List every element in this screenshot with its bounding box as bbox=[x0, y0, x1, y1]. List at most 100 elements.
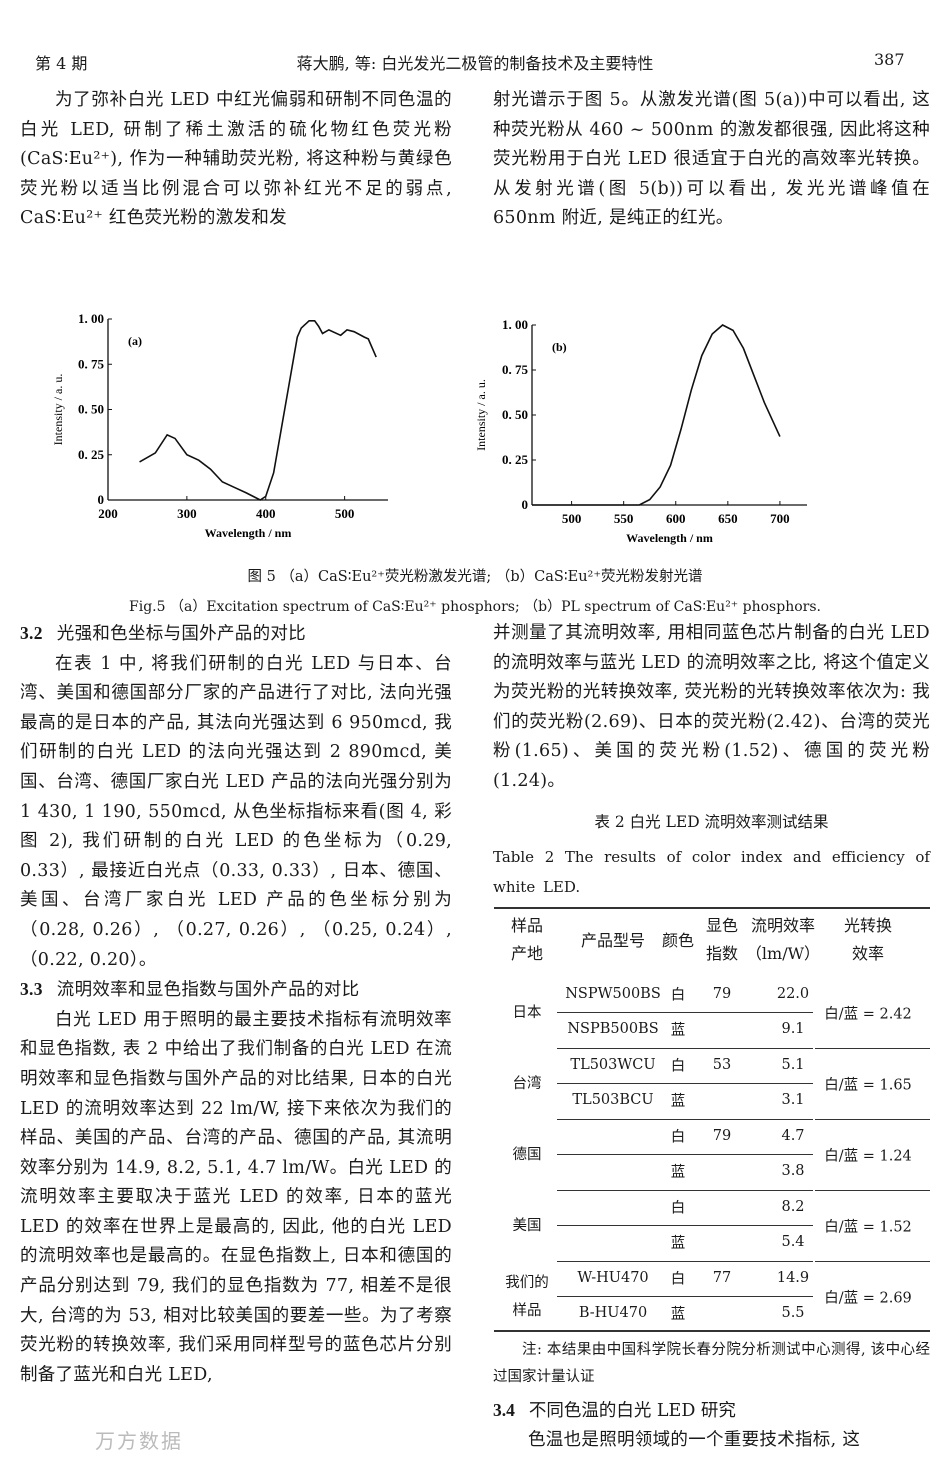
table-cell: 蓝 bbox=[670, 1235, 686, 1252]
table-caption-en: Table 2 The results of color index and e… bbox=[493, 848, 930, 896]
table-row-divider bbox=[557, 1012, 813, 1013]
x-tick-label: 600 bbox=[666, 511, 686, 526]
table-cell: 白 bbox=[670, 1058, 686, 1075]
table-cell: TL503WCU bbox=[570, 1057, 656, 1073]
chart-excitation-spectrum: 200 300 400 500 0 0. 25 0. 50 0. 75 1. 00 Wavelen… bbox=[51, 311, 388, 540]
section-3-2-heading: 3.2 光强和色坐标与国外产品的对比 bbox=[20, 623, 306, 644]
x-tick-label: 300 bbox=[177, 506, 197, 521]
section-3-4-heading: 3.4 不同色温的白光 LED 研究 bbox=[493, 1400, 736, 1421]
table-note: 注: 本结果由中国科学院长春分院分析测试中心测得, 该中心经过国家计量认证 bbox=[493, 1342, 930, 1385]
table-cell: 14.9 bbox=[776, 1270, 810, 1286]
y-tick-label: 0. 75 bbox=[502, 362, 529, 377]
table-group-divider bbox=[557, 1261, 813, 1262]
y-tick-label: 1. 00 bbox=[502, 317, 528, 332]
section-3-3-continued: 并测量了其流明效率, 用相同蓝色芯片制备的白光 LED 的流明效率与蓝光 LED… bbox=[493, 623, 930, 791]
y-tick-label: 0. 50 bbox=[502, 407, 528, 422]
spectrum-line bbox=[139, 320, 377, 501]
table-origin-cell: 台湾 bbox=[512, 1075, 542, 1092]
table-cell: 蓝 bbox=[670, 1164, 686, 1181]
table-origin-cell: 德国 bbox=[512, 1146, 542, 1163]
table-group-divider bbox=[815, 1190, 930, 1191]
panel-label: (a) bbox=[128, 334, 142, 348]
top-right-paragraph: 射光谱示于图 5。从激发光谱(图 5(a))中可以看出, 这种荧光粉从 460 … bbox=[493, 90, 930, 229]
y-tick-label: 1. 00 bbox=[78, 311, 104, 326]
table-origin-cell: 日本 bbox=[512, 1004, 542, 1021]
table-cell: 3.1 bbox=[781, 1092, 805, 1108]
table-row-divider bbox=[557, 1083, 813, 1084]
section-3-2-text: 在表 1 中, 将我们研制的白光 LED 与日本、台湾、美国和德国部分厂家的产品… bbox=[20, 653, 452, 970]
table-cell: 53 bbox=[712, 1057, 732, 1073]
spectrum-line bbox=[532, 324, 781, 506]
y-tick-label: 0 bbox=[522, 497, 529, 512]
figure-caption-cn: 图 5 （a）CaS∶Eu²⁺荧光粉激发光谱; （b）CaS∶Eu²⁺荧光粉发射… bbox=[247, 569, 703, 585]
x-tick-label: 400 bbox=[256, 506, 276, 521]
table-origin-cell: 我们的 样品 bbox=[505, 1274, 549, 1319]
table-group-divider bbox=[815, 1048, 930, 1049]
table-cell: 8.2 bbox=[781, 1199, 805, 1215]
table-cell: 蓝 bbox=[670, 1093, 686, 1110]
table-cell: 白 bbox=[670, 1129, 686, 1146]
issue-number: 第 4 期 bbox=[35, 54, 88, 73]
y-tick-label: 0. 25 bbox=[78, 447, 105, 462]
table-conversion-cell: 白/蓝 = 1.65 bbox=[824, 1077, 912, 1093]
table-header-cell: 样品 产地 bbox=[510, 916, 544, 963]
y-tick-label: 0 bbox=[98, 492, 105, 507]
table-cell: NSPW500BS bbox=[565, 986, 661, 1002]
table-cell: 5.1 bbox=[781, 1057, 805, 1073]
table-header-cell: 光转换 效率 bbox=[843, 916, 893, 963]
left-column: 3.2 光强和色坐标与国外产品的对比 在表 1 中, 将我们研制的白光 LED 与… bbox=[20, 619, 452, 1390]
table-cell: 79 bbox=[712, 986, 732, 1002]
table-group-divider bbox=[557, 1048, 813, 1049]
figure-caption-en: Fig.5 （a）Excitation spectrum of CaS∶Eu²⁺… bbox=[129, 599, 821, 615]
table-header-cell: 颜色 bbox=[661, 931, 695, 950]
section-3-3-heading: 3.3 流明效率和显色指数与国外产品的对比 bbox=[20, 979, 360, 1001]
table-cell: 白 bbox=[670, 1271, 686, 1288]
table-cell: 3.8 bbox=[781, 1163, 805, 1179]
table-header-cell: 产品型号 bbox=[580, 931, 646, 950]
watermark: 万方数据 bbox=[95, 1429, 183, 1453]
table-cell: 77 bbox=[712, 1270, 732, 1286]
table-conversion-cell: 白/蓝 = 1.24 bbox=[824, 1148, 912, 1164]
table-group-divider bbox=[815, 1261, 930, 1262]
running-title: 蒋大鹏, 等: 白光发光二极管的制备技术及主要特性 bbox=[296, 54, 654, 73]
y-tick-label: 0. 75 bbox=[78, 356, 105, 371]
table-cell: 9.1 bbox=[781, 1021, 805, 1037]
table-cell: B-HU470 bbox=[578, 1305, 648, 1321]
table-row-divider bbox=[557, 1296, 813, 1297]
table-caption-cn: 表 2 白光 LED 流明效率测试结果 bbox=[594, 813, 829, 831]
table-origin-cell: 美国 bbox=[512, 1217, 542, 1234]
x-tick-label: 200 bbox=[98, 506, 118, 521]
table-cell: NSPB500BS bbox=[567, 1021, 659, 1037]
table-cell: 22.0 bbox=[776, 986, 810, 1002]
table-group-divider bbox=[557, 1119, 813, 1120]
table-cell: W-HU470 bbox=[577, 1270, 649, 1286]
table-cell: 5.5 bbox=[781, 1305, 805, 1321]
y-tick-label: 0. 50 bbox=[78, 402, 104, 417]
table-cell: 4.7 bbox=[781, 1128, 805, 1144]
table-cell: 79 bbox=[712, 1128, 732, 1144]
table-group-divider bbox=[557, 1190, 813, 1191]
page-number: 387 bbox=[874, 50, 905, 69]
table-cell: 5.4 bbox=[781, 1234, 805, 1250]
y-axis-label: Intensity / a. u. bbox=[474, 379, 488, 451]
table-cell: 白 bbox=[670, 987, 686, 1004]
table-cell: 蓝 bbox=[670, 1306, 686, 1323]
table-cell: TL503BCU bbox=[572, 1092, 654, 1108]
table-header-cell: 显色 指数 bbox=[705, 916, 739, 963]
table-group-divider bbox=[815, 1119, 930, 1120]
table-bottom-rule bbox=[494, 1330, 930, 1332]
x-tick-label: 650 bbox=[718, 511, 738, 526]
table-conversion-cell: 白/蓝 = 2.42 bbox=[824, 1006, 912, 1022]
panel-label: (b) bbox=[552, 340, 567, 354]
table-conversion-cell: 白/蓝 = 1.52 bbox=[824, 1219, 912, 1235]
table-top-rule bbox=[494, 907, 930, 909]
x-tick-label: 500 bbox=[562, 511, 582, 526]
table-row-divider bbox=[557, 1225, 813, 1226]
y-tick-label: 0. 25 bbox=[502, 452, 529, 467]
table-conversion-cell: 白/蓝 = 2.69 bbox=[824, 1290, 912, 1306]
table-header-cell: 流明效率 （lm/W） bbox=[745, 916, 821, 963]
x-tick-label: 550 bbox=[614, 511, 634, 526]
table-cell: 蓝 bbox=[670, 1022, 686, 1039]
y-axis-label: Intensity / a. u. bbox=[51, 374, 65, 446]
top-left-paragraph: 为了弥补白光 LED 中红光偏弱和研制不同色温的白光 LED, 研制了稀土激活的… bbox=[20, 90, 452, 229]
